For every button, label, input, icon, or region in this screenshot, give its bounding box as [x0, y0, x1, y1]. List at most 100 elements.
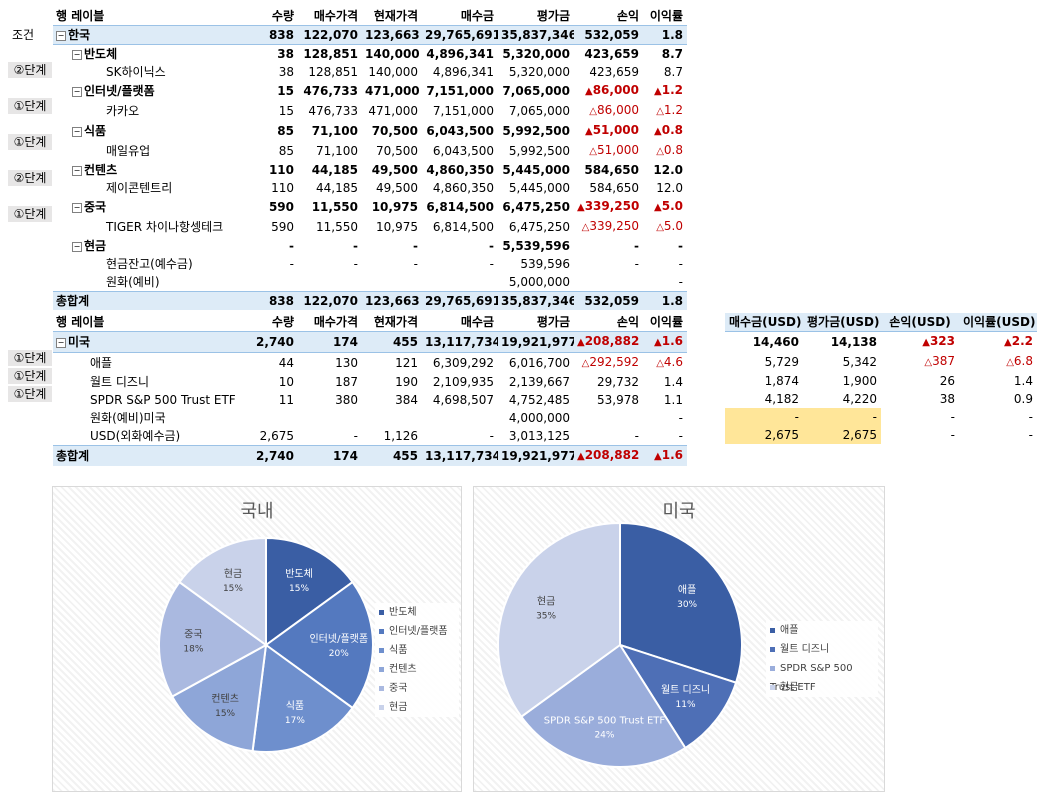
collapse-icon[interactable]: − [72, 86, 82, 97]
cell-value: 140,000 [365, 47, 420, 61]
row-label-cell[interactable]: − 식품 [53, 121, 236, 141]
cell-value: 4,752,485 [508, 393, 570, 407]
table-cell: 85 [236, 141, 298, 161]
table-cell: 38 [881, 390, 959, 408]
table-cell: 539,596 [498, 255, 574, 273]
legend-item[interactable]: 애플 [766, 621, 878, 640]
row-label: 월트 디즈니 [90, 375, 150, 389]
pie-slice[interactable] [158, 580, 268, 698]
collapse-icon[interactable]: − [72, 202, 82, 213]
cell-value: 44,185 [316, 181, 358, 195]
table-cell: 2,675 [725, 426, 803, 444]
column-header: 수량 [236, 313, 298, 332]
pie-slice[interactable] [619, 521, 743, 684]
table-cell: 128,851 [298, 45, 362, 64]
table-cell: 15 [236, 81, 298, 101]
legend-item[interactable]: 중국 [375, 679, 459, 698]
table-row: ---- [725, 408, 1037, 426]
pie-slice[interactable] [251, 643, 354, 753]
legend-swatch [770, 646, 775, 652]
row-label: 현금잔고(예수금) [106, 257, 193, 271]
column-header[interactable]: 행 레이블 [53, 313, 236, 332]
table-row: 5,729 5,342 △387 △6.8 [725, 352, 1037, 372]
cell-value: 121 [395, 356, 418, 370]
pie-slice[interactable] [519, 643, 687, 768]
table-cell: 5,320,000 [498, 63, 574, 81]
cell-value: - [634, 429, 639, 443]
table-cell: 14,138 [803, 332, 881, 353]
row-label: 반도체 [84, 47, 118, 61]
table-cell: - [725, 408, 803, 426]
column-header: 현재가격 [362, 313, 422, 332]
legend-item[interactable]: 식품 [375, 641, 459, 660]
legend-item[interactable]: 컨텐츠 [375, 660, 459, 679]
table-cell: 122,070 [298, 25, 362, 45]
cell-value: 4,182 [764, 392, 799, 406]
table-cell: 5,320,000 [498, 45, 574, 64]
row-label-cell[interactable]: − 반도체 [53, 45, 236, 64]
table-cell: 1.4 [959, 372, 1037, 390]
row-label-cell[interactable]: − 미국 [53, 331, 236, 353]
slice-category-label: 식품 [286, 700, 304, 712]
table-cell: 110 [236, 179, 298, 197]
cell-value: 6,475,250 [502, 200, 570, 214]
table-cell: 71,100 [298, 141, 362, 161]
table-cell: 19,921,977 [498, 331, 574, 353]
collapse-icon[interactable]: − [72, 126, 82, 137]
legend-swatch [379, 647, 384, 653]
pie-slice[interactable] [170, 643, 268, 753]
table-cell: 5,992,500 [498, 121, 574, 141]
chart-domestic-title: 국내 [240, 501, 274, 522]
collapse-icon[interactable]: − [56, 337, 66, 348]
legend-item[interactable]: 현금 [766, 678, 878, 697]
pie-slice[interactable] [178, 536, 267, 647]
legend-item[interactable]: SPDR S&P 500 Trust ETF [766, 659, 878, 693]
cell-value: 14,138 [830, 335, 877, 349]
pie-slice[interactable] [265, 536, 354, 647]
step-label-maeil: ①단계 [8, 134, 52, 150]
row-label-cell[interactable]: − 컨텐츠 [53, 161, 236, 179]
cell-value: 323 [929, 334, 955, 348]
row-label-cell[interactable]: − 인터넷/플랫폼 [53, 81, 236, 101]
row-label-cell[interactable]: − 현금 [53, 237, 236, 255]
cell-value: 4,896,341 [432, 65, 494, 79]
table-cell: 44,185 [298, 179, 362, 197]
legend-item[interactable]: 반도체 [375, 603, 459, 622]
table-cell: 532,059 [574, 25, 643, 45]
cell-value: 4,896,341 [426, 47, 494, 61]
pie-slice[interactable] [264, 580, 374, 710]
chart-domestic[interactable]: 국내 반도체 15% 인터넷/플랫폼 20% 식품 17% 컨텐츠 15% 중국 18% 현금 15%… [52, 486, 462, 792]
column-header[interactable]: 행 레이블 [53, 7, 236, 26]
table-cell: 5,729 [725, 352, 803, 372]
negative-triangle-icon: △ [656, 146, 664, 157]
collapse-icon[interactable]: − [72, 241, 82, 252]
legend-item[interactable]: 월트 디즈니 [766, 640, 878, 659]
cell-value: 8.7 [661, 47, 683, 61]
cell-value: 1.6 [661, 334, 683, 348]
pie-slice[interactable] [497, 521, 621, 719]
table-cell [574, 273, 643, 292]
legend-item[interactable]: 인터넷/플랫폼 [375, 622, 459, 641]
chart-us[interactable]: 미국 애플 30% 월트 디즈니 11% SPDR S&P 500 Trust ETF 2… [473, 486, 885, 792]
table-cell: - [803, 408, 881, 426]
negative-triangle-icon: ▲ [654, 202, 662, 213]
collapse-icon[interactable]: − [72, 165, 82, 176]
table-cell: ▲86,000 [574, 81, 643, 101]
legend-item[interactable]: 현금 [375, 698, 459, 717]
cell-value: 122,070 [303, 28, 358, 42]
pie-slice[interactable] [617, 643, 738, 750]
table-cell: ▲51,000 [574, 121, 643, 141]
row-label-cell[interactable]: − 한국 [53, 25, 236, 45]
table-cell: - [574, 427, 643, 446]
chart-us-title: 미국 [662, 501, 696, 522]
legend-swatch [770, 684, 775, 690]
table-cell: 6,814,500 [422, 197, 498, 217]
collapse-icon[interactable]: − [56, 30, 66, 41]
row-label-cell[interactable]: − 중국 [53, 197, 236, 217]
table-cell: ▲208,882 [574, 331, 643, 353]
collapse-icon[interactable]: − [72, 49, 82, 60]
negative-triangle-icon: △ [581, 222, 590, 233]
table-row: − 식품 85 71,100 70,500 6,043,500 5,992,500 ▲51,0… [53, 121, 687, 141]
slice-percent-label: 15% [223, 584, 243, 594]
table-cell: 123,663 [362, 291, 422, 310]
